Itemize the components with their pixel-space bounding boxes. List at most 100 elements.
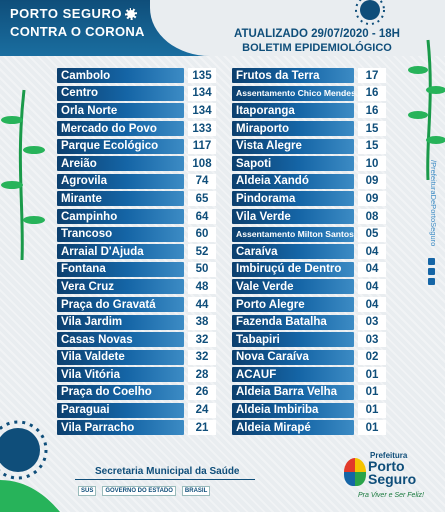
table-row: Caraíva 04: [232, 243, 386, 261]
neighborhood-name: Fazenda Batalha: [232, 314, 354, 330]
case-count: 135: [188, 68, 216, 84]
case-count: 05: [358, 226, 386, 242]
partner-logos: SUS GOVERNO DO ESTADO BRASIL: [78, 486, 211, 496]
case-count: 32: [188, 332, 216, 348]
table-row: Trancoso 60: [57, 225, 216, 243]
neighborhood-name: Aldeia Xandó: [232, 173, 354, 189]
instagram-icon: [428, 268, 435, 275]
neighborhood-name: Vila Parracho: [57, 420, 184, 436]
neighborhood-name: Vila Jardim: [57, 314, 184, 330]
neighborhood-list-left: Cambolo 135 Centro 134 Orla Norte 134 Mercado …: [57, 67, 216, 436]
social-icons: [428, 258, 435, 285]
footer-divider: [75, 479, 255, 480]
case-count: 64: [188, 209, 216, 225]
neighborhood-name: Campinho: [57, 209, 184, 225]
table-row: Orla Norte 134: [57, 102, 216, 120]
case-count: 04: [358, 279, 386, 295]
prefeitura-slogan: Pra Viver e Ser Feliz!: [358, 492, 425, 499]
case-count: 117: [188, 138, 216, 154]
brasil-logo: BRASIL: [181, 486, 211, 496]
case-count: 65: [188, 191, 216, 207]
table-row: Nova Caraíva 02: [232, 349, 386, 367]
neighborhood-list-right: Frutos da Terra 17 Assentamento Chico Mend…: [232, 67, 386, 436]
table-row: Assentamento Chico Mendes 16: [232, 85, 386, 103]
updated-timestamp: ATUALIZADO 29/07/2020 - 18H: [234, 28, 400, 40]
table-row: Aldeia Mirapé 01: [232, 419, 386, 437]
table-row: Vera Cruz 48: [57, 278, 216, 296]
prefeitura-name: Porto Seguro: [368, 458, 417, 487]
case-count: 01: [358, 384, 386, 400]
neighborhood-name: Praça do Gravatá: [57, 297, 184, 313]
neighborhood-name: Caraíva: [232, 244, 354, 260]
table-row: Campinho 64: [57, 208, 216, 226]
neighborhood-name: Centro: [57, 85, 184, 101]
neighborhood-name: Assentamento Chico Mendes: [232, 85, 354, 101]
neighborhood-name: Vera Cruz: [57, 279, 184, 295]
table-row: Centro 134: [57, 85, 216, 103]
case-count: 01: [358, 420, 386, 436]
neighborhood-name: Assentamento Milton Santos: [232, 226, 354, 242]
table-row: Imbiruçú de Dentro 04: [232, 261, 386, 279]
table-row: Aldeia Xandó 09: [232, 173, 386, 191]
table-row: Paraguai 24: [57, 401, 216, 419]
neighborhood-name: Pindorama: [232, 191, 354, 207]
neighborhood-name: Vila Verde: [232, 209, 354, 225]
neighborhood-name: ACAUF: [232, 367, 354, 383]
neighborhood-name: Nova Caraíva: [232, 349, 354, 365]
neighborhood-name: Aldeia Barra Velha: [232, 384, 354, 400]
table-row: Casas Novas 32: [57, 331, 216, 349]
neighborhood-name: Aldeia Imbiriba: [232, 402, 354, 418]
table-row: Parque Ecológico 117: [57, 137, 216, 155]
brand-line1-text: PORTO SEGURO: [10, 6, 122, 21]
bahia-government-logo: GOVERNO DO ESTADO: [102, 486, 176, 496]
neighborhood-name: Miraporto: [232, 121, 354, 137]
virus-decoration-top-right: [355, 0, 385, 25]
case-count: 03: [358, 332, 386, 348]
case-count: 09: [358, 191, 386, 207]
brand-line1: PORTO SEGURO: [10, 6, 150, 21]
neighborhood-name: Porto Alegre: [232, 297, 354, 313]
table-row: Sapoti 10: [232, 155, 386, 173]
neighborhood-name: Agrovila: [57, 173, 184, 189]
table-row: Vila Vitória 28: [57, 366, 216, 384]
prefeitura-label: Prefeitura: [370, 451, 408, 460]
case-count: 03: [358, 314, 386, 330]
neighborhood-name: Fontana: [57, 261, 184, 277]
table-row: Vista Alegre 15: [232, 137, 386, 155]
case-count: 08: [358, 209, 386, 225]
case-count: 44: [188, 297, 216, 313]
table-row: Porto Alegre 04: [232, 296, 386, 314]
case-count: 26: [188, 384, 216, 400]
neighborhood-name: Vila Valdete: [57, 349, 184, 365]
table-row: Mercado do Povo 133: [57, 120, 216, 138]
case-count: 15: [358, 121, 386, 137]
table-row: Arraial D'Ajuda 52: [57, 243, 216, 261]
table-row: Tabapiri 03: [232, 331, 386, 349]
neighborhood-name: Tabapiri: [232, 332, 354, 348]
plant-decoration-right: [408, 39, 445, 180]
table-row: Vila Valdete 32: [57, 349, 216, 367]
case-count: 04: [358, 244, 386, 260]
table-row: Vale Verde 04: [232, 278, 386, 296]
table-row: ACAUF 01: [232, 366, 386, 384]
neighborhood-name: Praça do Coelho: [57, 384, 184, 400]
neighborhood-name: Vista Alegre: [232, 138, 354, 154]
table-row: Aldeia Imbiriba 01: [232, 401, 386, 419]
neighborhood-name: Trancoso: [57, 226, 184, 242]
virus-icon: [124, 7, 137, 20]
neighborhood-name: Mirante: [57, 191, 184, 207]
neighborhood-name: Sapoti: [232, 156, 354, 172]
bulletin-title: BOLETIM EPIDEMIOLÓGICO: [242, 42, 392, 54]
neighborhood-name: Parque Ecológico: [57, 138, 184, 154]
neighborhood-name: Aldeia Mirapé: [232, 420, 354, 436]
virus-decoration-bottom-left: [0, 420, 60, 512]
neighborhood-name: Orla Norte: [57, 103, 184, 119]
neighborhood-name: Vale Verde: [232, 279, 354, 295]
neighborhood-name: Frutos da Terra: [232, 68, 354, 84]
case-count: 32: [188, 349, 216, 365]
case-count: 24: [188, 402, 216, 418]
table-row: Vila Parracho 21: [57, 419, 216, 437]
case-count: 04: [358, 261, 386, 277]
table-row: Cambolo 135: [57, 67, 216, 85]
table-row: Praça do Coelho 26: [57, 384, 216, 402]
